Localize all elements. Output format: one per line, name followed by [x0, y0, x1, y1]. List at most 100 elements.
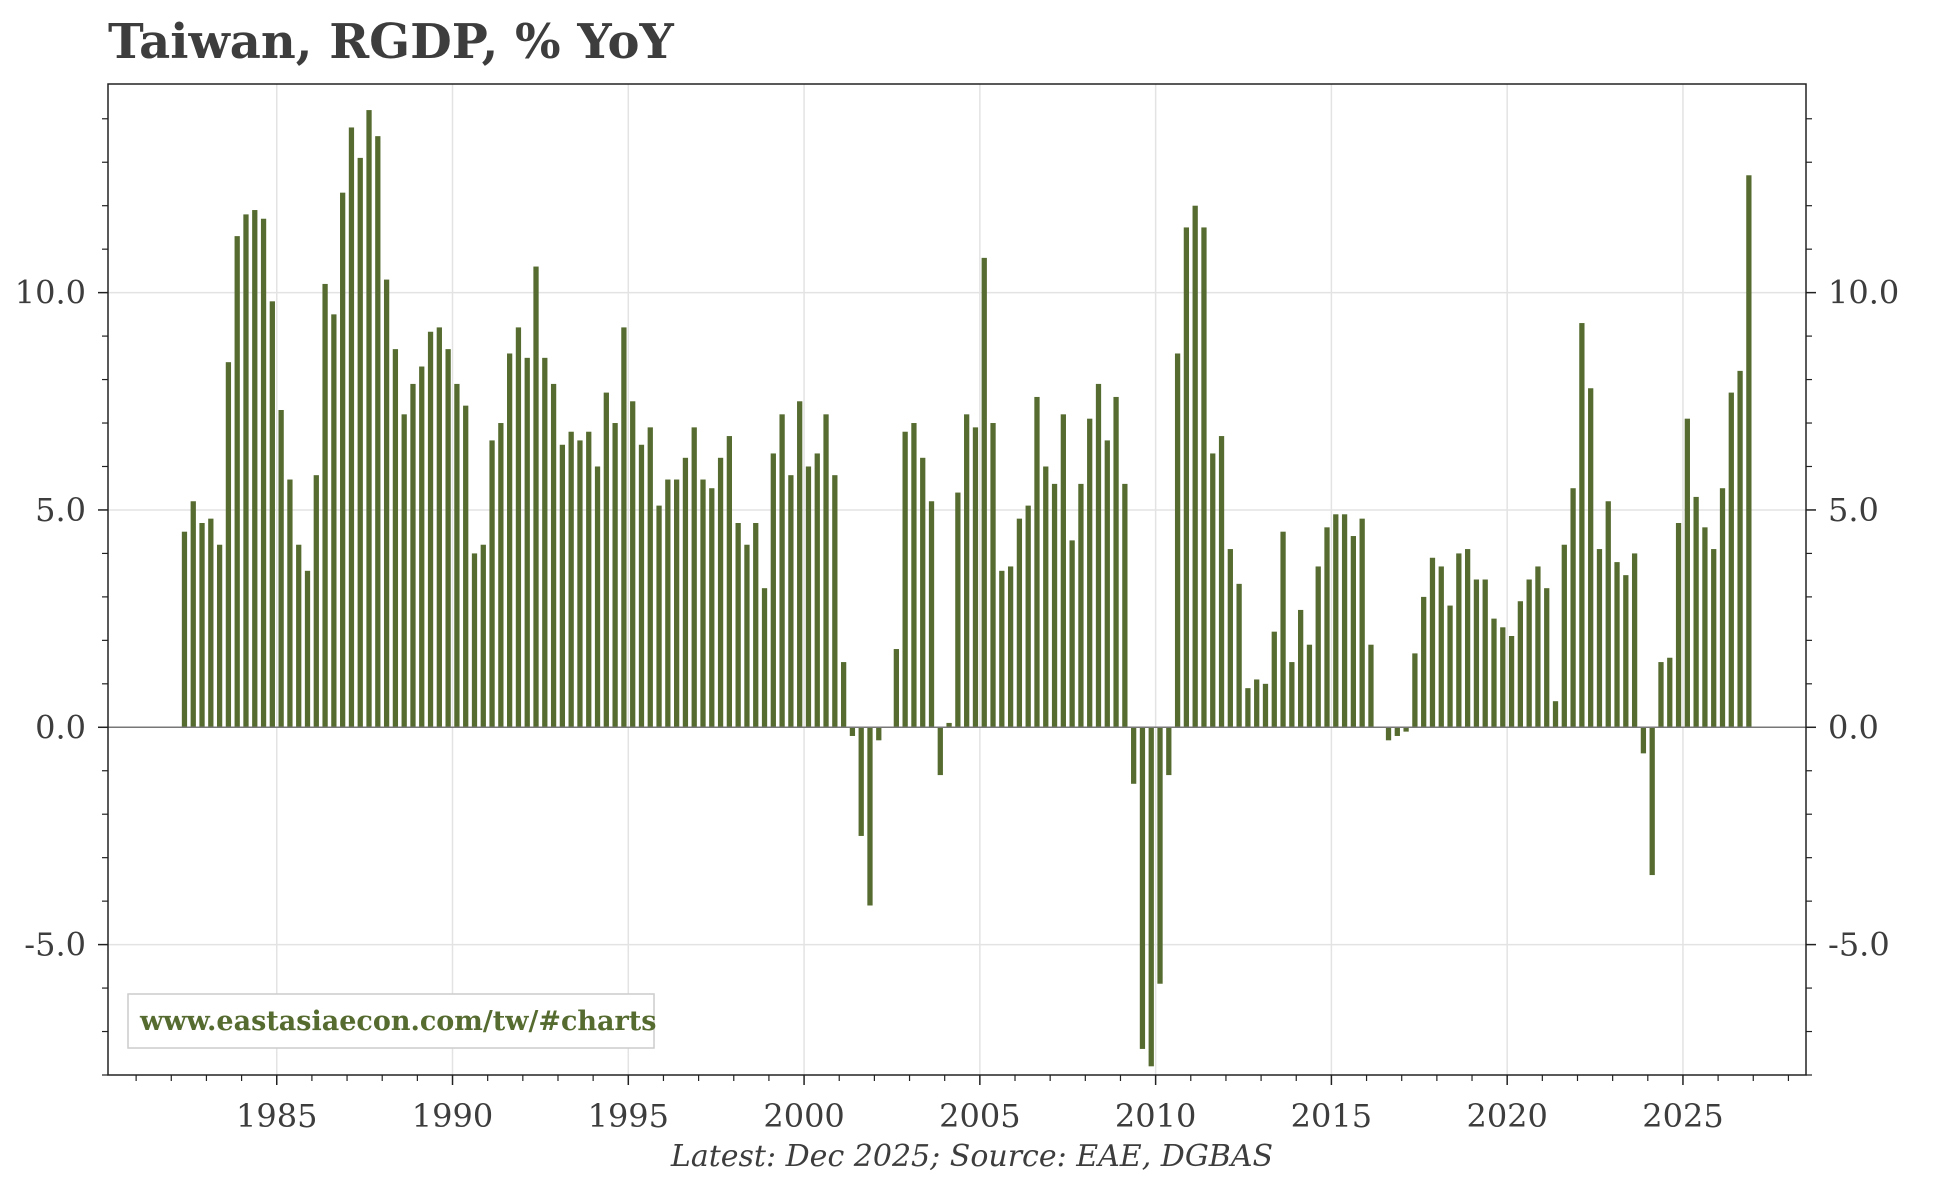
- bar: [471, 553, 478, 728]
- bar: [1464, 549, 1471, 728]
- bar: [1728, 392, 1734, 728]
- bar: [1667, 657, 1673, 728]
- bar: [674, 479, 680, 728]
- bar: [1025, 505, 1031, 728]
- bar: [1236, 583, 1242, 728]
- bar: [234, 236, 240, 728]
- bar: [1174, 353, 1181, 728]
- bar: [797, 401, 803, 728]
- bar: [383, 279, 390, 728]
- bar: [1579, 323, 1585, 728]
- bar: [1254, 679, 1260, 728]
- bar: [911, 423, 917, 728]
- bar: [410, 383, 416, 728]
- bar: [1315, 566, 1321, 728]
- bar: [981, 257, 987, 728]
- bar: [990, 423, 996, 728]
- plot-frame: [107, 83, 1807, 1076]
- bar: [1719, 488, 1726, 728]
- axis-ticks: [98, 118, 1816, 1085]
- bar: [287, 479, 293, 728]
- bar: [313, 475, 319, 728]
- y-tick-label-left: 5.0: [35, 491, 86, 529]
- bar: [726, 436, 732, 728]
- bar: [1051, 483, 1058, 728]
- bar: [366, 110, 372, 728]
- bar: [1148, 727, 1154, 1067]
- bar: [1359, 518, 1365, 728]
- y-tick-label-right: -5.0: [1828, 926, 1890, 964]
- bar: [1078, 483, 1084, 728]
- bar: [269, 301, 275, 728]
- bar: [1104, 440, 1110, 728]
- bar: [1350, 536, 1357, 728]
- y-tick-label-right: 5.0: [1828, 491, 1879, 529]
- bar: [340, 192, 346, 728]
- bar: [480, 544, 486, 728]
- bar: [955, 492, 961, 728]
- y-tick-label-left: 0.0: [35, 708, 86, 746]
- bar: [1289, 662, 1295, 728]
- bar: [1087, 418, 1093, 728]
- bar: [972, 427, 979, 728]
- bar: [357, 157, 363, 728]
- bar: [1324, 527, 1330, 728]
- bar: [1482, 579, 1488, 728]
- bar: [946, 722, 952, 728]
- bar: [964, 414, 970, 728]
- bar: [1473, 579, 1480, 728]
- bar: [612, 423, 618, 728]
- bar: [577, 440, 583, 728]
- bar: [515, 327, 522, 728]
- bar: [1456, 553, 1462, 728]
- bar: [849, 727, 856, 736]
- bar: [1561, 544, 1567, 728]
- bar: [1166, 727, 1172, 776]
- watermark-text: www.eastasiaecon.com/tw/#charts: [139, 1006, 656, 1037]
- y-tick-label-right: 10.0: [1828, 274, 1899, 312]
- bar: [252, 210, 258, 728]
- bar: [1544, 588, 1550, 728]
- bar: [840, 662, 847, 728]
- bar: [621, 327, 627, 728]
- bar: [1588, 388, 1594, 728]
- bar: [1711, 549, 1717, 728]
- bar: [586, 431, 592, 728]
- bar: [1183, 227, 1190, 728]
- bar: [1421, 596, 1427, 728]
- bar: [832, 475, 838, 728]
- bar: [243, 214, 249, 728]
- bar: [454, 383, 460, 728]
- bar: [858, 727, 864, 836]
- bar: [1341, 514, 1348, 728]
- bar: [550, 383, 557, 728]
- bar: [296, 544, 302, 728]
- bar: [1596, 549, 1603, 728]
- bar: [594, 466, 601, 728]
- bar: [682, 457, 689, 728]
- bar: [1658, 662, 1664, 728]
- bar: [1210, 453, 1216, 728]
- bar: [190, 501, 196, 728]
- bar: [181, 531, 188, 728]
- bar: [507, 353, 513, 728]
- bar: [542, 357, 548, 728]
- bar: [1262, 683, 1269, 728]
- bar: [1227, 549, 1233, 728]
- bar: [665, 479, 671, 728]
- bar: [735, 523, 741, 728]
- bar: [1122, 483, 1128, 728]
- bar: [656, 505, 662, 728]
- bar-series: [181, 110, 1752, 1067]
- bar: [1552, 701, 1559, 728]
- bar: [691, 427, 697, 728]
- bar: [1271, 631, 1277, 728]
- bar: [1218, 436, 1225, 728]
- bar: [1412, 653, 1418, 728]
- bar: [1306, 644, 1313, 728]
- bar: [216, 544, 223, 728]
- bar: [603, 392, 609, 728]
- bar: [436, 327, 442, 728]
- axis-tick-labels: 1985 1990 1995 2000 2005 2010 2015 2020 2025 -5.0…: [15, 274, 1900, 1135]
- bar: [902, 431, 908, 728]
